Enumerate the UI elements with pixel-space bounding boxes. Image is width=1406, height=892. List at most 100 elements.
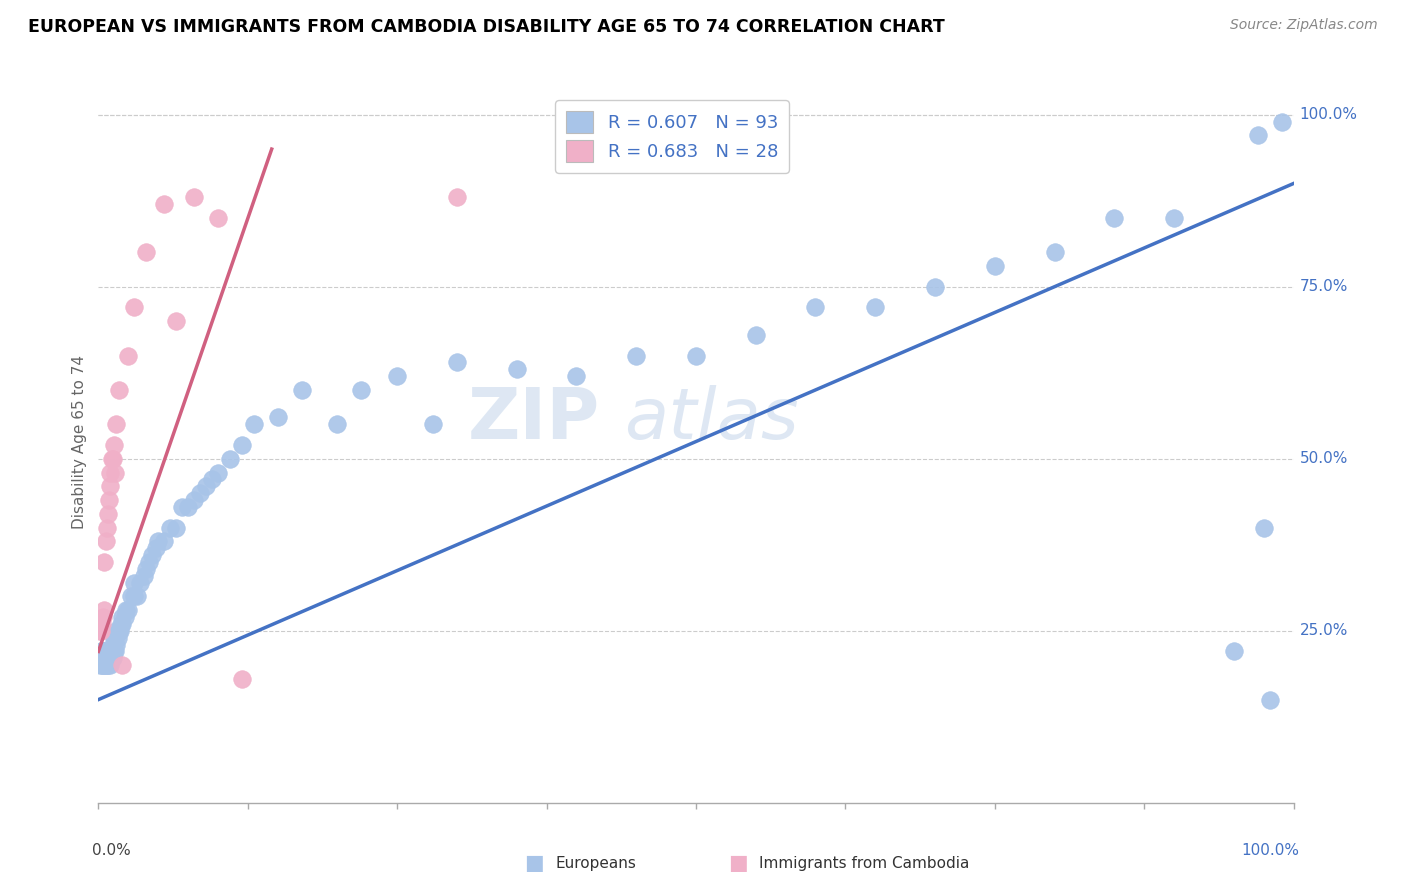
Point [98,479,122,493]
Point [865,301,887,315]
Point [120,590,142,604]
Point [446,355,468,369]
Point [103,631,125,645]
Point [135,245,157,260]
Point [1247,128,1270,143]
Point [98,651,122,665]
Point [98,466,122,480]
Point [98,493,121,508]
Point [626,349,648,363]
Point [565,369,588,384]
Point [103,644,125,658]
Point [89,658,111,673]
Point [91,644,114,658]
Point [98,644,121,658]
Point [165,520,187,534]
Point [89,624,111,638]
Point [93,651,115,665]
Point [100,644,122,658]
Point [91,610,114,624]
Point [104,644,127,658]
Point [96,658,118,673]
Point [107,624,129,638]
Point [1163,211,1185,225]
Point [135,562,157,576]
Point [101,651,124,665]
Point [172,500,194,514]
Text: Europeans: Europeans [555,856,637,871]
Point [94,658,117,673]
Point [1223,644,1246,658]
Point [159,520,181,534]
Point [231,438,253,452]
Point [124,575,146,590]
Point [90,624,112,638]
Point [94,651,117,665]
Point [124,301,146,315]
Point [94,534,117,549]
Point [506,362,529,376]
Point [94,644,117,658]
Point [111,610,134,624]
Text: 75.0%: 75.0% [1299,279,1348,294]
Point [183,190,205,204]
Point [422,417,444,432]
Point [446,190,468,204]
Point [148,534,170,549]
Point [91,658,114,673]
Point [1104,211,1126,225]
Point [111,616,134,631]
Text: Immigrants from Cambodia: Immigrants from Cambodia [759,856,970,871]
Point [924,279,946,293]
Point [108,624,131,638]
Text: Source: ZipAtlas.com: Source: ZipAtlas.com [1230,18,1378,32]
Point [98,644,122,658]
Point [107,631,129,645]
Point [1043,245,1066,260]
Point [685,349,707,363]
Point [243,417,266,432]
Point [91,616,114,631]
Point [103,438,125,452]
Point [145,541,167,556]
Point [107,383,129,397]
Point [1271,114,1294,128]
Point [153,197,176,211]
Y-axis label: Disability Age 65 to 74: Disability Age 65 to 74 [72,354,87,529]
Point [97,658,120,673]
Point [98,651,121,665]
Point [291,383,314,397]
Point [111,658,134,673]
Point [97,507,120,521]
Point [91,644,114,658]
Point [93,658,115,673]
Text: ZIP: ZIP [468,385,600,454]
Text: ■: ■ [728,854,748,873]
Point [101,451,124,466]
Point [105,638,128,652]
Legend: R = 0.607   N = 93, R = 0.683   N = 28: R = 0.607 N = 93, R = 0.683 N = 28 [555,100,789,173]
Point [91,658,114,673]
Point [132,568,155,582]
Point [93,644,115,658]
Point [124,590,146,604]
Point [101,638,124,652]
Point [105,624,128,638]
Point [1258,692,1281,706]
Text: 50.0%: 50.0% [1299,451,1348,467]
Point [96,644,118,658]
Point [153,534,176,549]
Text: 100.0%: 100.0% [1241,843,1299,857]
Point [91,651,114,665]
Text: ■: ■ [524,854,544,873]
Point [183,493,205,508]
Point [117,349,139,363]
Point [114,610,136,624]
Point [984,259,1007,273]
Point [326,417,349,432]
Point [195,479,218,493]
Point [90,644,112,658]
Point [91,651,114,665]
Point [125,590,148,604]
Point [117,603,139,617]
